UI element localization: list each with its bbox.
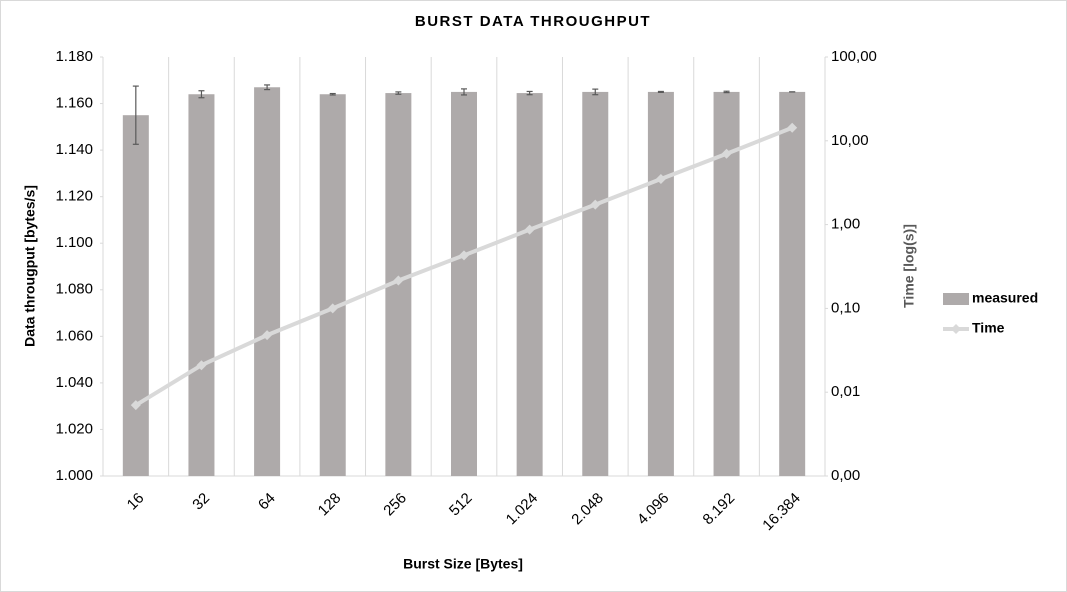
line-marker [393,275,404,286]
error-bar [395,91,402,95]
error-bar [461,88,467,96]
line-marker [459,250,469,261]
bar [188,94,215,476]
legend-label: Time [972,320,1005,336]
error-bar [657,90,664,93]
y-tick-label: 1.100 [55,234,93,251]
y-tick-label: 1.000 [55,467,93,484]
error-bar [526,90,533,96]
error-bar [132,85,139,145]
y2-tick-label: 0,00 [831,467,860,484]
y-tick-label: 1.140 [55,141,93,158]
line-marker [655,174,666,185]
bar [122,115,149,476]
y2-tick-label: 1,00 [831,216,860,233]
line-marker [524,224,535,235]
line-marker [327,303,338,314]
bar [451,91,477,477]
line-marker [262,330,273,341]
error-bar [198,90,205,99]
line-marker [196,360,207,371]
bar [319,94,346,476]
error-bar [592,88,599,96]
chart-title: BURST DATA THROUGHPUT [415,13,651,30]
error-bar [264,84,271,91]
y2-tick-label: 0,10 [831,299,860,316]
error-bar [329,92,336,96]
legend-marker [951,324,961,334]
y-tick-label: 1.060 [55,327,93,344]
y-tick-label: 1.120 [55,188,93,205]
x-axis-title: Burst Size [Bytes] [403,556,523,572]
y-tick-label: 1.180 [55,48,93,65]
y-tick-label: 1.080 [55,281,93,298]
bar [582,91,609,477]
y-tick-label: 1.020 [55,420,93,437]
line-marker [130,400,141,411]
legend-label: measured [972,290,1038,306]
legend-swatch [943,293,969,305]
bar [647,91,674,477]
y-tick-label: 1.160 [55,95,93,112]
line-marker [787,122,798,133]
bar [516,93,543,476]
bar [254,87,281,476]
line-marker [590,199,601,210]
y-axis-title: Data througput [bytes/s] [22,185,38,347]
y2-tick-label: 0,01 [831,383,860,400]
y2-axis-title: Time [log(s)] [901,224,917,308]
y2-tick-label: 100,00 [831,48,877,65]
y2-tick-label: 10,00 [831,132,869,149]
bar [779,91,806,477]
error-bar [723,90,730,94]
line-marker [721,148,732,159]
y-tick-label: 1.040 [55,374,93,391]
